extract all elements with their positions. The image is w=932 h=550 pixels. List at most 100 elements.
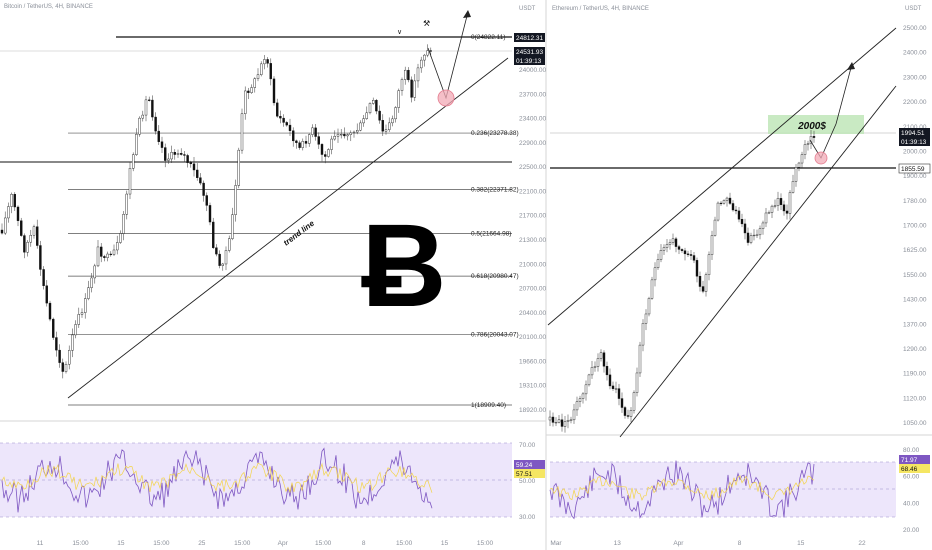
ethereum-candle xyxy=(629,410,633,417)
ethereum-candle xyxy=(701,286,705,292)
ethereum-rsi-price-tick: 20.00 xyxy=(903,527,920,534)
bitcoin-candle xyxy=(154,116,157,132)
ethereum-price-tag xyxy=(899,128,930,137)
ethereum-rsi-price-tick: 40.00 xyxy=(903,500,920,507)
ethereum-price-tick: 2100.00 xyxy=(903,124,927,131)
ethereum-bounce-marker xyxy=(814,151,828,165)
ethereum-channel-upper[interactable] xyxy=(547,27,897,326)
ethereum-candle xyxy=(590,367,594,376)
ethereum-candle xyxy=(683,250,687,255)
bitcoin-candle xyxy=(45,285,48,304)
ethereum-candle xyxy=(764,212,768,224)
ethereum-rsi-price-tick: 60.00 xyxy=(903,474,920,481)
bitcoin-time-tick: 8 xyxy=(362,540,366,547)
fib-level-label: 0.5(21664.98) xyxy=(471,230,511,237)
bitcoin-candle xyxy=(413,80,416,98)
bitcoin-candle xyxy=(160,141,164,148)
bitcoin-candle xyxy=(96,246,100,267)
ethereum-candles xyxy=(548,129,816,433)
ethereum-candle xyxy=(761,222,765,229)
bitcoin-rsi-price-tag xyxy=(514,460,545,469)
ethereum-candle xyxy=(755,234,759,236)
bitcoin-rsi-price-tag-label: 57.51 xyxy=(516,471,533,478)
bitcoin-candle xyxy=(16,206,20,221)
ethereum-candle xyxy=(599,352,603,359)
bitcoin-time-tick: 15:00 xyxy=(234,540,251,547)
bitcoin-candle xyxy=(372,100,375,104)
bitcoin-candle xyxy=(29,235,32,243)
bitcoin-candle xyxy=(295,140,298,143)
ethereum-chart-panel[interactable]: Ethereum / TetherUS, 4H, BINANCE USDT 20… xyxy=(546,6,932,547)
bitcoin-candle xyxy=(87,287,90,299)
ethereum-projection-path xyxy=(809,63,853,159)
bitcoin-price-tick: 22500.00 xyxy=(519,164,546,171)
bitcoin-candle xyxy=(151,99,154,118)
bitcoin-candle xyxy=(378,110,381,121)
ethereum-candle xyxy=(698,276,702,287)
bitcoin-time-tick: 11 xyxy=(37,540,44,547)
bitcoin-time-tick: 15:00 xyxy=(72,540,89,547)
bitcoin-trend-line[interactable] xyxy=(67,57,509,399)
bitcoin-candle xyxy=(250,87,253,93)
bitcoin-candle xyxy=(263,59,266,65)
bitcoin-candle xyxy=(394,107,397,120)
ethereum-candle xyxy=(749,235,753,243)
ethereum-candle xyxy=(746,232,750,243)
bitcoin-price-tag-label: 24531.93 xyxy=(516,49,543,56)
ethereum-price-tick: 1700.00 xyxy=(903,223,927,230)
bitcoin-candle xyxy=(320,144,324,155)
bitcoin-candle xyxy=(0,229,4,234)
ethereum-candle xyxy=(674,238,678,247)
ethereum-price-tag xyxy=(898,163,931,174)
bitcoin-chart-panel[interactable]: Bitcoin / TetherUS, 4H, BINANCE USDT 0(2… xyxy=(0,4,546,547)
bitcoin-candle xyxy=(157,130,161,142)
ethereum-candle xyxy=(803,144,807,155)
ethereum-candle xyxy=(692,255,696,261)
bitcoin-rsi-price-tick: 30.00 xyxy=(519,514,536,521)
ethereum-rsi-price-tag-label: 71.97 xyxy=(901,457,918,464)
ethereum-candle xyxy=(677,246,681,250)
bitcoin-candle xyxy=(400,79,404,91)
bitcoin-candle xyxy=(292,130,295,142)
ethereum-rsi-price-tag-label: 68.46 xyxy=(901,466,918,473)
fib-level-label: 0.786(20043.07) xyxy=(471,331,519,338)
bitcoin-candle xyxy=(362,118,365,124)
bitcoin-candle xyxy=(26,241,29,253)
bitcoin-candle xyxy=(317,136,320,145)
bitcoin-candle xyxy=(48,302,52,320)
ethereum-candle xyxy=(602,352,606,367)
bitcoin-candle xyxy=(128,168,132,195)
ethereum-price-tag xyxy=(899,137,930,146)
ethereum-candle xyxy=(713,219,717,236)
bitcoin-candle xyxy=(352,131,356,134)
ethereum-candle xyxy=(695,260,699,277)
ethereum-candle xyxy=(785,210,789,214)
bitcoin-candle xyxy=(346,134,349,137)
bitcoin-rsi-ma-line xyxy=(1,462,433,494)
bitcoin-candle xyxy=(285,122,288,126)
bitcoin-candle xyxy=(314,127,317,137)
bitcoin-candle xyxy=(231,214,234,239)
ethereum-time-tick: 8 xyxy=(738,540,742,547)
bitcoin-candle xyxy=(208,205,212,223)
bitcoin-rsi-price-tick: 50.00 xyxy=(519,478,536,485)
bitcoin-candle xyxy=(404,69,407,80)
bitcoin-time-tick: 25 xyxy=(198,540,206,547)
ethereum-price-tag-label: 01:39:13 xyxy=(901,139,927,146)
ethereum-channel-lower[interactable] xyxy=(619,85,897,438)
bitcoin-candle xyxy=(240,113,244,151)
ethereum-candle xyxy=(680,249,684,251)
bitcoin-candle xyxy=(80,312,84,315)
bitcoin-candle xyxy=(384,129,388,132)
ethereum-time-tick: 22 xyxy=(858,540,866,547)
bitcoin-price-tick: 21000.00 xyxy=(519,261,546,268)
bitcoin-candle xyxy=(103,256,106,258)
bitcoin-price-tag xyxy=(514,33,545,42)
bitcoin-candle xyxy=(42,269,45,286)
ethereum-candle xyxy=(668,242,672,245)
bitcoin-time-tick: 15:00 xyxy=(153,540,170,547)
ethereum-target-zone xyxy=(768,115,864,134)
bitcoin-candle xyxy=(64,363,68,372)
ethereum-candle xyxy=(665,244,669,248)
bitcoin-price-tick: 18920.00 xyxy=(519,407,546,414)
